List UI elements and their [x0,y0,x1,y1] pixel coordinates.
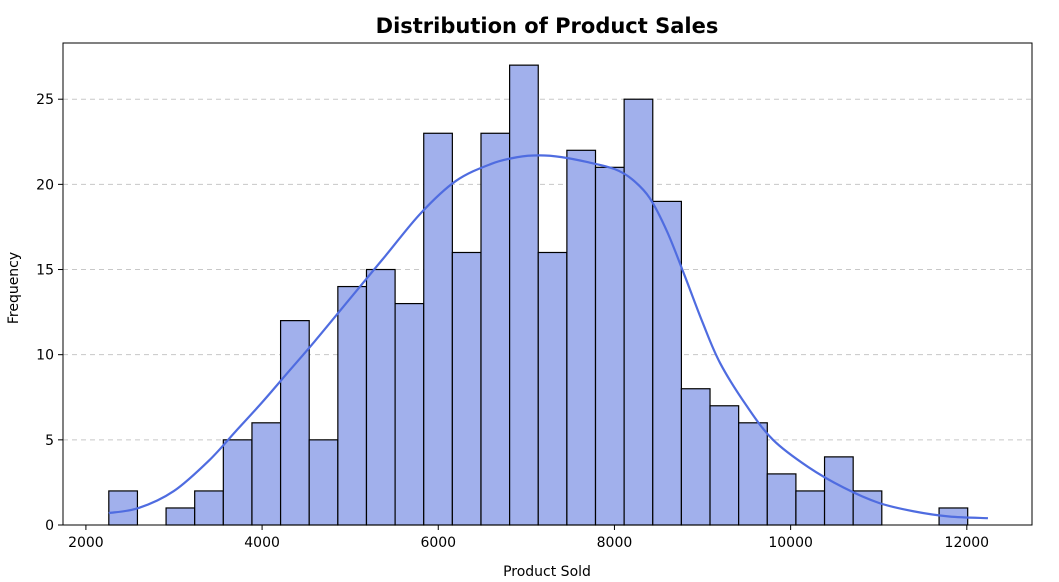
y-axis-ticks: 0 5 10 15 20 25 [36,92,63,534]
y-tick-label: 0 [45,518,54,534]
y-tick-label: 5 [45,433,54,449]
histogram-bar [566,149,597,526]
plot-frame [62,42,1033,526]
histogram-bar [594,166,625,526]
histogram-bar [623,98,654,526]
histogram-bar [680,388,711,526]
histogram-bar [108,490,139,526]
histogram-bar [795,490,826,526]
histogram-bar [423,132,453,526]
x-tick-label: 6000 [420,535,456,551]
histogram-bar [251,422,282,526]
histogram-bar [194,490,224,526]
histogram-bar [394,302,425,526]
histogram-bars [108,64,969,526]
chart-title: Distribution of Product Sales [376,14,719,38]
y-tick-label: 10 [36,348,54,364]
kde-curve [108,154,989,520]
histogram-bar [337,285,368,526]
histogram-bar [480,132,511,526]
histogram-bar [365,268,396,526]
histogram-bar [509,64,539,526]
histogram-bar [709,405,740,526]
y-tick-label: 20 [36,177,54,193]
histogram-bar [852,490,883,526]
x-axis-ticks: 2000 4000 6000 8000 10000 12000 [68,525,989,551]
histogram-bar [652,200,682,526]
histogram-bar [222,439,253,526]
histogram-bar [537,251,568,526]
histogram-bar [766,473,797,526]
x-tick-label: 4000 [244,535,280,551]
histogram-bar [165,507,196,526]
x-tick-label: 2000 [68,535,104,551]
x-tick-label: 12000 [945,535,990,551]
x-tick-label: 10000 [768,535,813,551]
histogram-bar [738,422,768,526]
y-tick-label: 15 [36,263,54,279]
histogram-bar [308,439,339,526]
histogram-bar [451,251,482,526]
y-axis-label: Frequency [6,252,22,324]
x-tick-label: 8000 [597,535,633,551]
y-tick-label: 25 [36,92,54,108]
x-axis-label: Product Sold [503,564,591,580]
